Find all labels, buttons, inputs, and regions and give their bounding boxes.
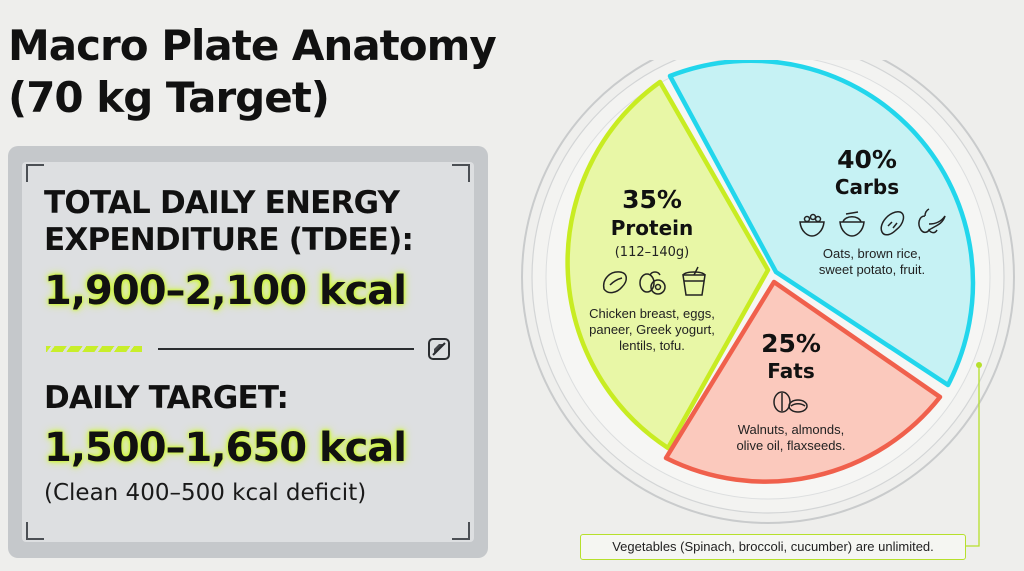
yogurt-cup-icon bbox=[682, 266, 706, 296]
tdee-value: 1,900–2,100 kcal bbox=[44, 268, 407, 314]
protein-foods-line2: paneer, Greek yogurt, bbox=[589, 322, 715, 337]
carbs-name: Carbs bbox=[835, 175, 899, 199]
divider-line bbox=[158, 348, 414, 350]
fats-percent: 25% bbox=[761, 329, 821, 358]
deficit-note: (Clean 400–500 kcal deficit) bbox=[44, 480, 367, 506]
page-title-line1: Macro Plate Anatomy bbox=[8, 21, 497, 70]
divider-accent-bar bbox=[46, 346, 142, 352]
oats-bowl-icon bbox=[799, 213, 825, 237]
protein-foods-line3: lentils, tofu. bbox=[619, 338, 685, 353]
page-title-line2: (70 kg Target) bbox=[8, 73, 330, 122]
tdee-label: TOTAL DAILY ENERGY EXPENDITURE (TDEE): bbox=[44, 185, 474, 259]
fats-foods-line2: olive oil, flaxseeds. bbox=[736, 438, 845, 453]
protein-percent: 35% bbox=[622, 185, 682, 214]
daily-target-label: DAILY TARGET: bbox=[44, 380, 289, 416]
fruit-icon bbox=[918, 208, 946, 234]
sweet-potato-icon bbox=[880, 211, 905, 236]
tdee-label-line2: EXPENDITURE (TDEE): bbox=[44, 222, 414, 258]
chicken-breast-icon bbox=[602, 271, 627, 294]
carbs-foods-line1: Oats, brown rice, bbox=[823, 246, 921, 261]
carbs-segment bbox=[667, 60, 976, 388]
fats-segment bbox=[663, 279, 943, 484]
vegetables-footnote: Vegetables (Spinach, broccoli, cucumber)… bbox=[580, 534, 966, 560]
carbs-foods-line2: sweet potato, fruit. bbox=[819, 262, 925, 277]
energy-info-panel bbox=[8, 146, 488, 558]
fats-foods-line1: Walnuts, almonds, bbox=[738, 422, 844, 437]
tdee-label-line1: TOTAL DAILY ENERGY bbox=[44, 185, 400, 221]
leader-dot bbox=[976, 362, 982, 368]
page-title: Macro Plate Anatomy (70 kg Target) bbox=[8, 20, 497, 124]
section-divider bbox=[46, 338, 454, 360]
protein-foods-line1: Chicken breast, eggs, bbox=[589, 306, 715, 321]
corner-bracket-top-left bbox=[26, 164, 44, 182]
corner-bracket-top-right bbox=[452, 164, 470, 182]
fats-name: Fats bbox=[767, 359, 814, 383]
carbs-percent: 40% bbox=[837, 145, 897, 174]
corner-bracket-bottom-right bbox=[452, 522, 470, 540]
macro-plate-diagram: 35% Protein (112–140g) Chicken breast, e… bbox=[521, 60, 1015, 524]
egg-mushroom-icon bbox=[639, 271, 666, 295]
corner-bracket-bottom-left bbox=[26, 522, 44, 540]
slash-square-icon bbox=[428, 338, 450, 360]
rice-bowl-icon bbox=[839, 211, 865, 237]
nuts-icon bbox=[773, 391, 808, 413]
protein-name: Protein bbox=[611, 216, 693, 240]
protein-range: (112–140g) bbox=[615, 245, 690, 260]
daily-target-value: 1,500–1,650 kcal bbox=[44, 425, 407, 471]
protein-segment bbox=[565, 79, 771, 451]
energy-info-panel-inner bbox=[22, 162, 474, 542]
